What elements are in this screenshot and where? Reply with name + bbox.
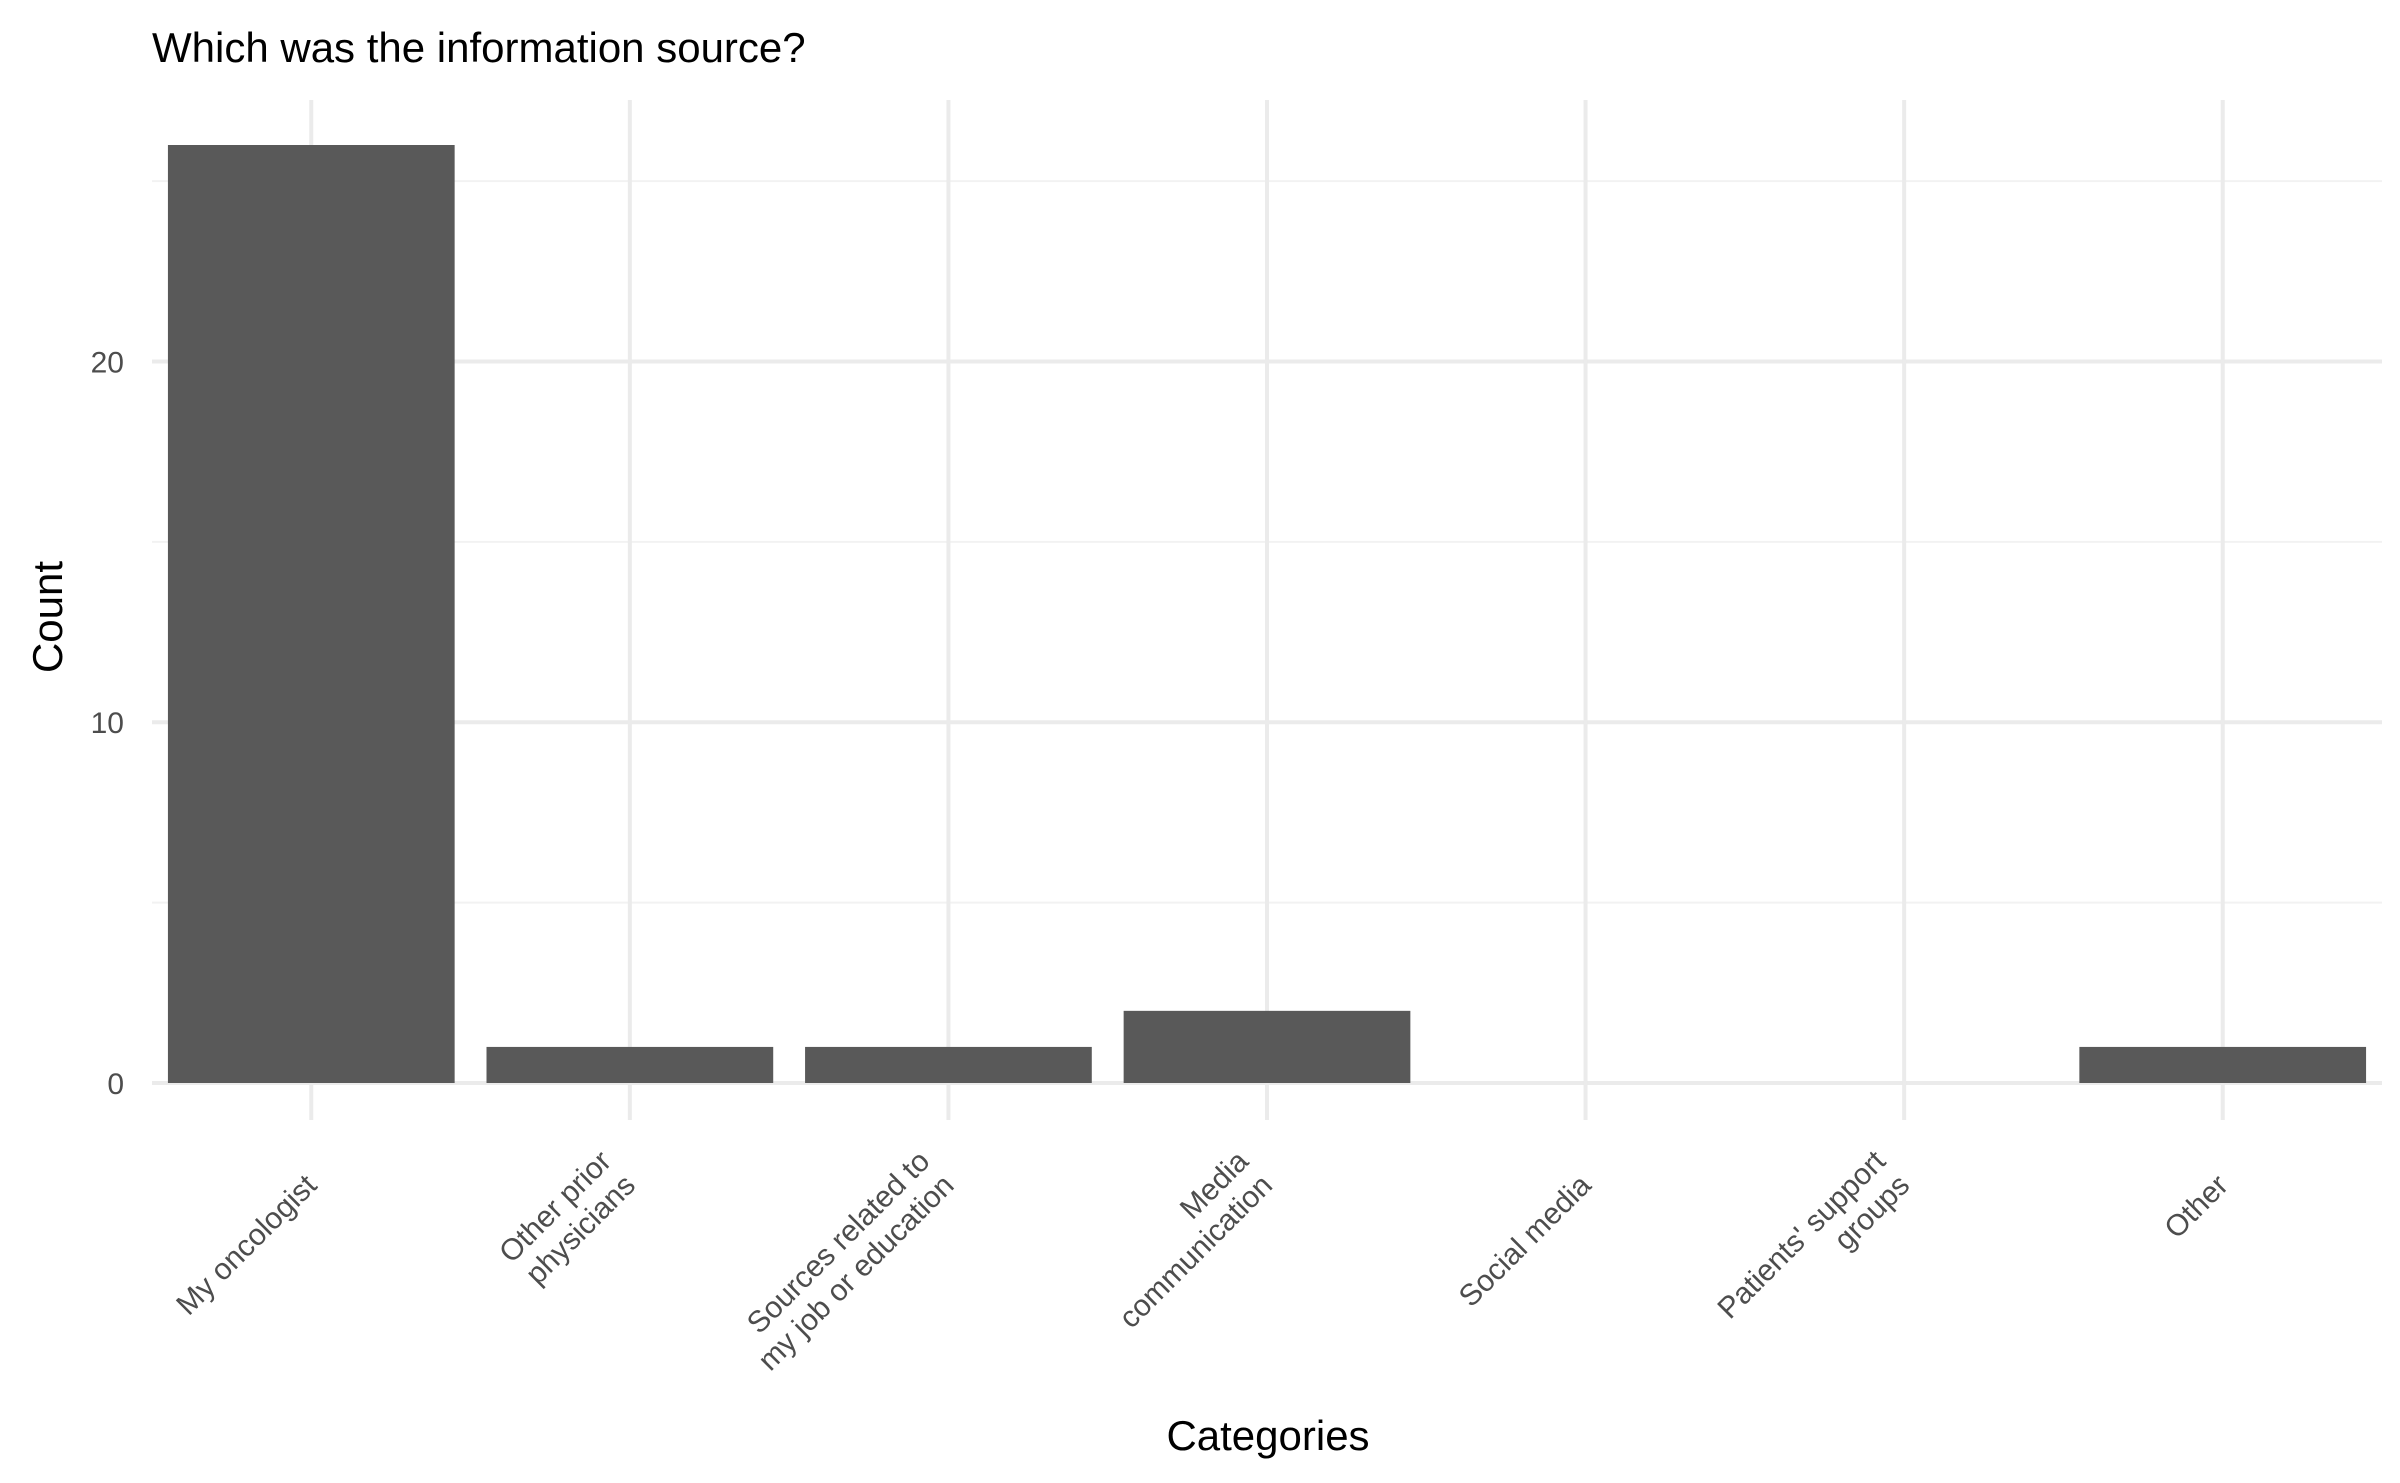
x-tick-label: Other bbox=[2158, 1169, 2234, 1245]
bar bbox=[167, 145, 455, 1083]
y-tick-label: 20 bbox=[91, 346, 124, 379]
y-axis-title: Count bbox=[24, 561, 71, 673]
bar bbox=[805, 1046, 1092, 1083]
grid-lines bbox=[152, 100, 2382, 1120]
x-axis-title: Categories bbox=[1166, 1412, 1369, 1459]
y-tick-label: 10 bbox=[91, 707, 124, 740]
x-tick-label-line: my job or education bbox=[752, 1169, 960, 1377]
x-tick-label-line: Other bbox=[2158, 1169, 2234, 1245]
x-tick-label: Social media bbox=[1453, 1168, 1598, 1313]
chart-title: Which was the information source? bbox=[152, 24, 806, 71]
bar bbox=[2079, 1046, 2367, 1083]
x-tick-label-line: My oncologist bbox=[170, 1168, 323, 1321]
bars bbox=[167, 145, 2367, 1083]
y-axis-ticks: 0 10 20 bbox=[91, 346, 124, 1101]
x-tick-label: My oncologist bbox=[170, 1168, 323, 1321]
x-tick-label-line: Social media bbox=[1453, 1168, 1598, 1313]
y-tick-label: 0 bbox=[107, 1068, 124, 1101]
bar bbox=[486, 1046, 774, 1083]
bar bbox=[1123, 1010, 1411, 1083]
